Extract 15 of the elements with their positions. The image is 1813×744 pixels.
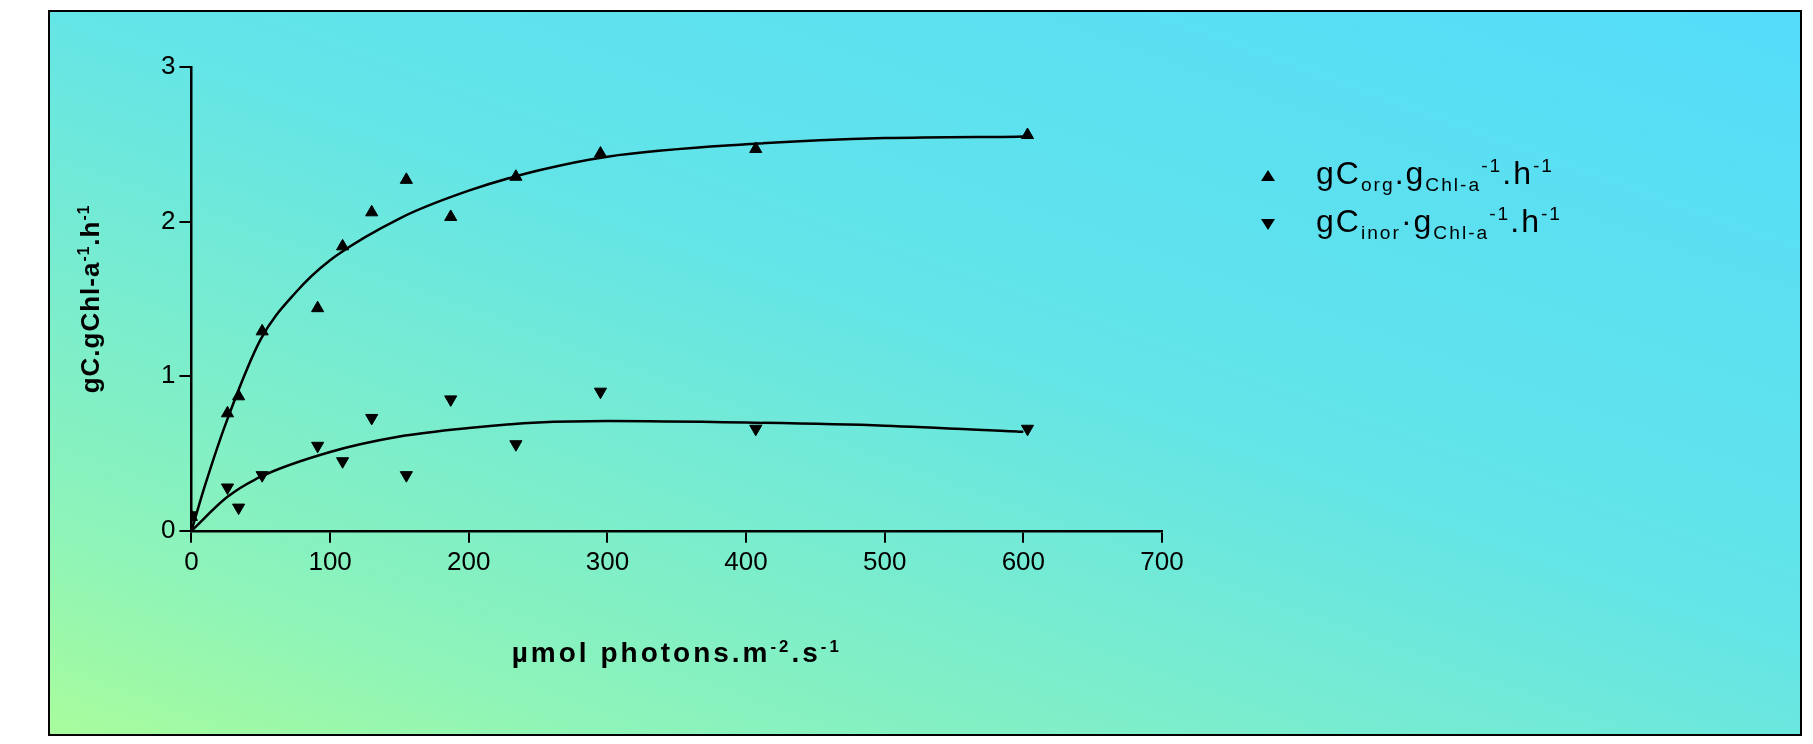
- y-tick-label: 0: [160, 513, 176, 544]
- x-tick-label: 200: [447, 545, 491, 576]
- legend-label: gC$_{inor}$·g$_{Chl-a}$$^{-1}$.h$^{-1}$: [1316, 203, 1563, 245]
- y-tick-label: 3: [160, 50, 176, 81]
- x-tick-label: 300: [585, 545, 630, 576]
- x-tick-label: 100: [308, 545, 352, 576]
- x-tick-label: 0: [184, 545, 199, 576]
- x-axis-title: µmol photons.m$^{-2}$.s$^{-1}$: [511, 637, 842, 670]
- y-tick-label: 1: [160, 359, 176, 390]
- y-tick-label: 2: [160, 204, 176, 235]
- x-tick-label: 400: [724, 545, 768, 576]
- legend-label: gC$_{org}$.g$_{Chl-a}$$^{-1}$.h$^{-1}$: [1316, 155, 1554, 197]
- x-tick-label: 700: [1140, 545, 1184, 576]
- x-tick-label: 600: [1001, 545, 1046, 576]
- x-tick-label: 500: [863, 545, 907, 576]
